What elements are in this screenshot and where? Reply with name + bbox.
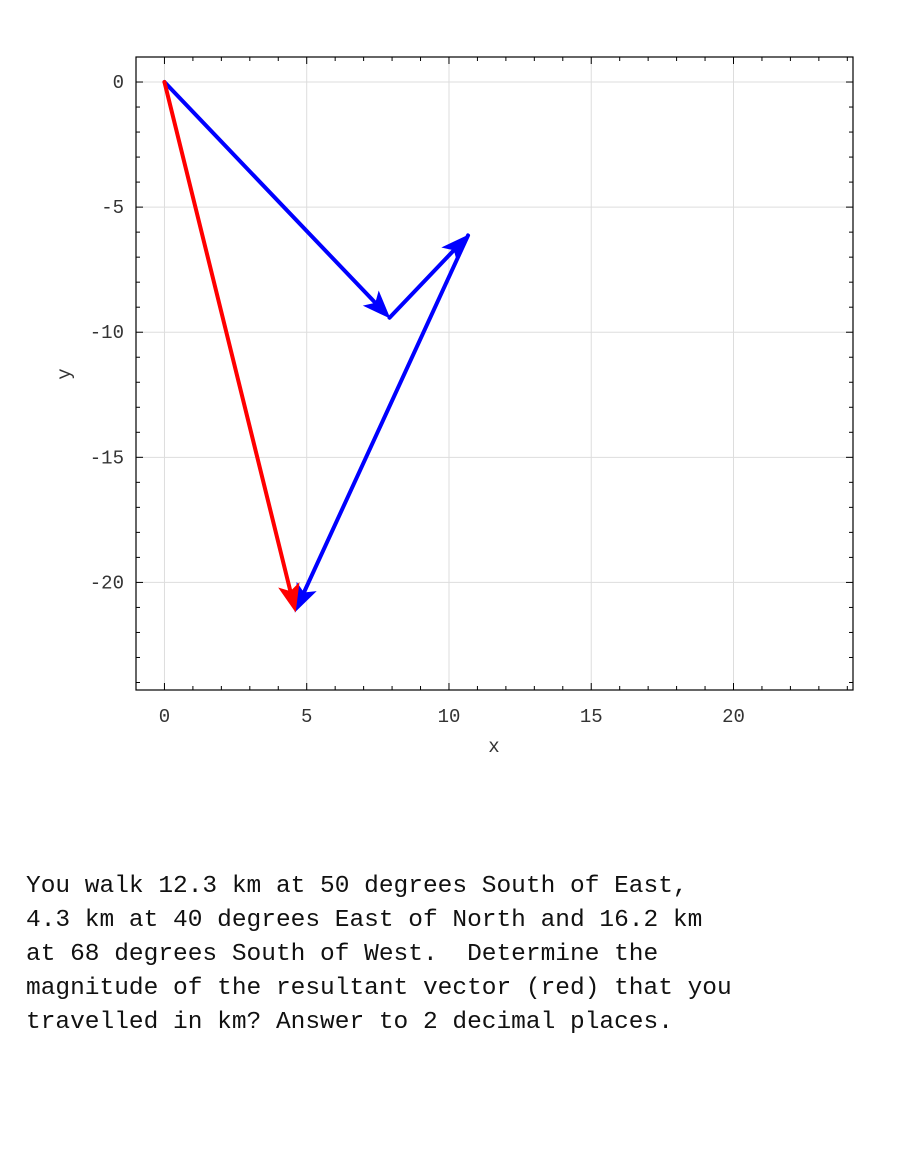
question-text: You walk 12.3 km at 50 degrees South of …	[26, 873, 732, 1036]
vector-1	[162, 80, 391, 319]
plot-frame	[135, 56, 854, 691]
y-tick-labels: 0 -5 -10 -15 -20	[90, 72, 124, 594]
y-tick-label: -20	[90, 572, 124, 594]
x-tick-label: 5	[301, 706, 312, 728]
x-tick-labels: 0 5 10 15 20	[159, 706, 745, 728]
x-tick-label: 15	[580, 706, 603, 728]
y-tick-label: -5	[101, 197, 124, 219]
x-tick-label: 20	[722, 706, 745, 728]
resultant-vector	[162, 80, 300, 613]
vectors	[162, 80, 471, 613]
x-axis-label: x	[488, 736, 499, 758]
y-tick-label: 0	[113, 72, 124, 94]
x-tick-label: 0	[159, 706, 170, 728]
plot-background	[136, 57, 853, 690]
y-axis-label: y	[54, 368, 76, 379]
vector-chart: 0 5 10 15 20 0 -5 -10 -15 -20 x y	[54, 56, 854, 758]
x-tick-label: 10	[438, 706, 461, 728]
grid	[136, 57, 853, 690]
y-tick-label: -15	[90, 447, 124, 469]
y-tick-label: -10	[90, 322, 124, 344]
